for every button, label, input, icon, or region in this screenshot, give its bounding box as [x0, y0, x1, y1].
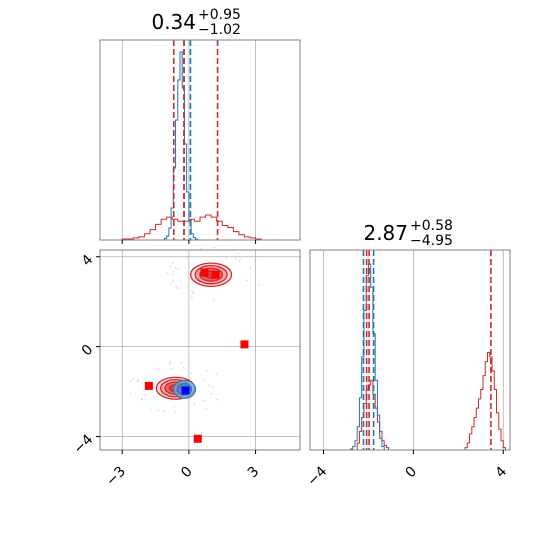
title-value: 0.34	[151, 10, 196, 34]
sample-dot	[175, 285, 177, 288]
title-minus: −4.95	[410, 233, 453, 249]
sample-dot	[237, 252, 240, 255]
sample-dot	[174, 267, 177, 269]
sample-dot	[172, 273, 174, 276]
title-plus: +0.95	[198, 7, 241, 23]
title-value: 2.87	[363, 221, 408, 245]
marginal-x-panel	[99, 39, 301, 244]
sample-dot	[176, 268, 179, 270]
sample-dot	[216, 373, 218, 375]
joint-panel: −3 0 3 4 0 −4	[70, 246, 301, 490]
histogram-blue	[162, 51, 200, 241]
sample-dot	[258, 284, 260, 286]
panel-frame	[309, 249, 511, 451]
sample-dot	[240, 258, 243, 260]
marker-red-square	[200, 268, 209, 277]
sample-dot	[157, 368, 160, 371]
sample-dot	[172, 280, 174, 282]
panel-frame	[99, 39, 301, 241]
marker-blue-square	[181, 386, 190, 395]
x-tick-label: 4	[492, 463, 510, 481]
sample-dot	[129, 380, 132, 383]
sample-dot	[210, 393, 213, 395]
sample-dot	[246, 279, 248, 282]
title-minus: −1.02	[198, 22, 241, 38]
x-tick-label: 0	[178, 464, 196, 482]
x-tick-label: 3	[245, 464, 263, 482]
sample-dot	[140, 398, 143, 401]
sample-dot	[254, 260, 257, 263]
sample-dot	[202, 378, 205, 381]
marker-red-square	[193, 434, 202, 443]
sample-dot	[191, 289, 193, 292]
sample-dot	[225, 257, 228, 259]
sample-dot	[144, 393, 147, 395]
marker-red-square	[211, 270, 220, 279]
y-tick-label: 4	[79, 252, 97, 270]
sample-dot	[193, 402, 196, 405]
sample-dot	[191, 296, 193, 298]
marker-red-square	[240, 340, 249, 349]
histogram-red	[464, 351, 507, 450]
sample-dot	[190, 372, 193, 374]
sample-dot	[213, 246, 216, 249]
title-plus: +0.58	[410, 218, 453, 234]
sample-dot	[235, 258, 237, 261]
sample-dot	[206, 369, 209, 372]
sample-dot	[169, 363, 171, 365]
panel-frame	[99, 249, 301, 451]
sample-dot	[216, 398, 219, 401]
x-tick-label: 0	[403, 464, 421, 482]
sample-dot	[169, 265, 172, 268]
marginal-y-panel: −4 0 4	[304, 249, 511, 489]
sample-dot	[172, 270, 175, 272]
sample-dot	[131, 377, 134, 380]
sample-dot	[183, 366, 185, 369]
title-marginal-x: 0.34 +0.95−1.02	[151, 7, 240, 38]
sample-dot	[137, 379, 140, 381]
sample-dot	[177, 287, 180, 289]
sample-dot	[180, 362, 183, 365]
marker-red-square	[144, 381, 153, 390]
histogram-red	[100, 214, 278, 241]
sample-dot	[166, 272, 168, 275]
sample-dot	[163, 410, 165, 412]
x-tick-label: −3	[103, 464, 129, 490]
sample-dot	[174, 410, 176, 413]
y-tick-label: −4	[70, 432, 96, 458]
panel-titles: 0.34 +0.95−1.02 2.87 +0.58−4.95	[151, 7, 452, 249]
sample-dot	[238, 260, 241, 262]
sample-dot	[169, 361, 172, 363]
sample-dot	[170, 282, 173, 285]
sample-dot	[171, 262, 174, 264]
y-tick-label: 0	[79, 342, 97, 360]
sample-dot	[129, 393, 132, 395]
sample-dot	[203, 399, 206, 401]
sample-dot	[193, 291, 195, 293]
sample-dot	[173, 405, 175, 408]
sample-dot	[208, 384, 211, 387]
sample-dot	[192, 292, 194, 295]
sample-dot	[249, 267, 252, 269]
sample-dot	[212, 386, 215, 389]
sample-dot	[205, 407, 207, 410]
x-tick-label: −4	[304, 463, 330, 489]
sample-dot	[212, 298, 215, 301]
sample-dot	[149, 408, 152, 411]
sample-dot	[186, 256, 188, 259]
histogram-blue	[349, 263, 385, 450]
title-marginal-y: 2.87 +0.58−4.95	[363, 218, 452, 249]
sample-dot	[171, 368, 174, 370]
sample-dot	[137, 380, 140, 383]
sample-dot	[157, 409, 159, 412]
